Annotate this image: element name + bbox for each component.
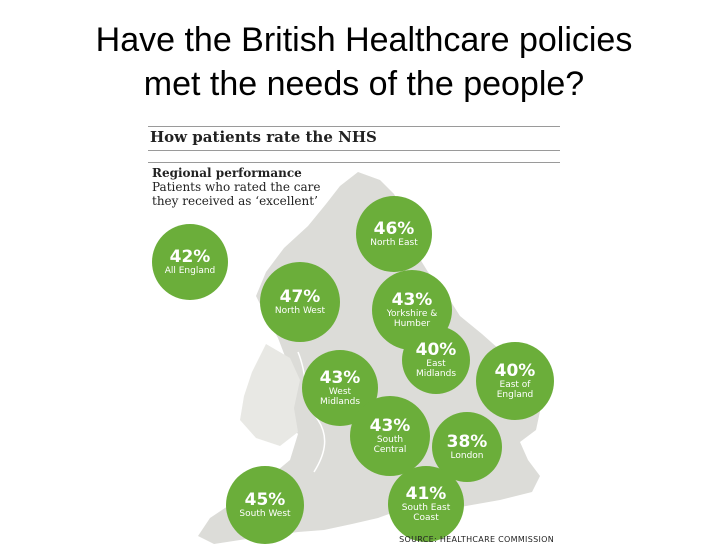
region-label: East Midlands bbox=[415, 359, 457, 379]
nhs-infographic: How patients rate the NHS Regional perfo… bbox=[148, 120, 560, 546]
source-credit: SOURCE: HEALTHCARE COMMISSION bbox=[399, 535, 554, 544]
region-value: 42% bbox=[169, 247, 211, 267]
region-value: 40% bbox=[415, 340, 457, 360]
section-rule bbox=[148, 162, 560, 163]
region-label: North East bbox=[370, 238, 418, 248]
slide-title-line-1: Have the British Healthcare policies bbox=[95, 21, 633, 59]
region-bubble-north-east: 46% North East bbox=[356, 196, 432, 272]
region-value: 46% bbox=[373, 219, 415, 239]
region-bubble-east-midlands: 40% East Midlands bbox=[402, 326, 470, 394]
region-label: East of England bbox=[496, 380, 534, 400]
region-label: South East Coast bbox=[401, 503, 451, 523]
slide-title: Have the British Healthcare policies met… bbox=[0, 18, 728, 106]
section-title: Regional performance bbox=[152, 166, 302, 180]
title-underline bbox=[148, 150, 560, 151]
region-label: West Midlands bbox=[319, 387, 361, 407]
region-bubble-london: 38% London bbox=[432, 412, 502, 482]
region-bubble-east-of-england: 40% East of England bbox=[476, 342, 554, 420]
region-value: 47% bbox=[279, 287, 321, 307]
region-bubble-south-east-coast: 41% South East Coast bbox=[388, 466, 464, 542]
top-rule bbox=[148, 126, 560, 127]
region-value: 41% bbox=[405, 484, 447, 504]
region-label: All England bbox=[164, 266, 216, 276]
region-value: 40% bbox=[494, 361, 536, 381]
region-value: 45% bbox=[244, 490, 286, 510]
region-value: 38% bbox=[446, 432, 488, 452]
region-bubble-south-west: 45% South West bbox=[226, 466, 304, 544]
wales-shape bbox=[240, 344, 300, 446]
graphic-title: How patients rate the NHS bbox=[150, 128, 377, 146]
region-label: North West bbox=[274, 306, 326, 316]
region-value: 43% bbox=[319, 368, 361, 388]
region-label: Yorkshire & Humber bbox=[386, 309, 438, 329]
region-bubble-all-england: 42% All England bbox=[152, 224, 228, 300]
section-description: Patients who rated the care they receive… bbox=[152, 180, 321, 208]
slide-title-line-2: met the needs of the people? bbox=[143, 65, 585, 103]
region-bubble-south-central: 43% South Central bbox=[350, 396, 430, 476]
region-value: 43% bbox=[369, 416, 411, 436]
region-label: South Central bbox=[373, 435, 407, 455]
region-label: London bbox=[450, 451, 484, 461]
region-label: South West bbox=[239, 509, 291, 519]
river-line bbox=[297, 351, 326, 473]
region-bubble-north-west: 47% North West bbox=[260, 262, 340, 342]
region-value: 43% bbox=[391, 290, 433, 310]
